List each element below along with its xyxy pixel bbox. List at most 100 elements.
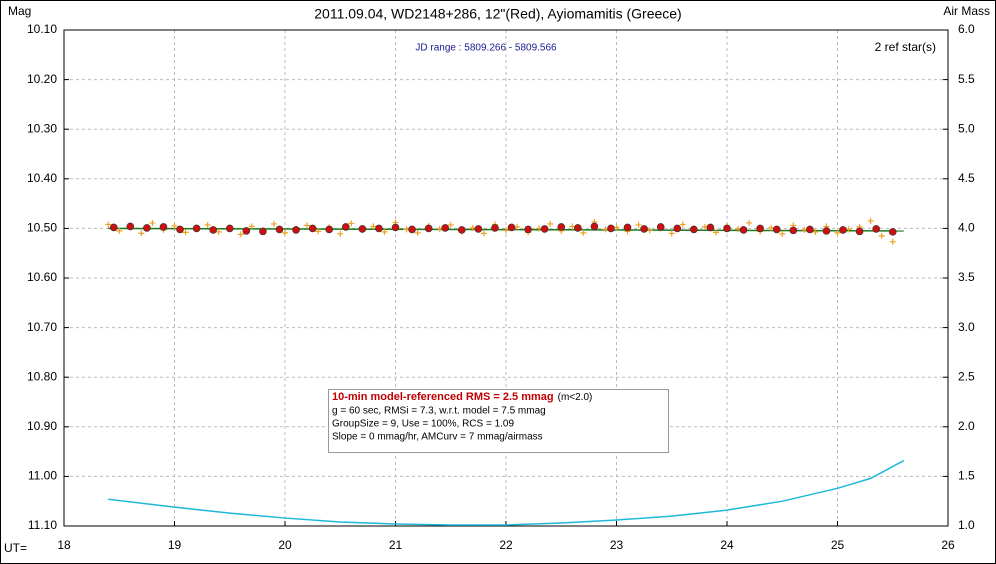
binned-point (822, 227, 831, 235)
binned-point (574, 224, 582, 232)
data-point (105, 221, 112, 228)
rms-headline: 10-min model-referenced RMS = 2.5 mmag (332, 391, 554, 403)
jd-range: JD range : 5809.266 - 5809.566 (415, 43, 557, 54)
stats-line: 10-min model-referenced RMS = 2.5 mmag (m… (332, 391, 592, 403)
data-point (812, 228, 819, 235)
data-point (867, 217, 874, 224)
data-point (138, 230, 145, 237)
data-point (746, 219, 753, 226)
y2-tick-label: 5.5 (958, 72, 975, 86)
binned-point (143, 224, 151, 232)
binned-point (176, 225, 184, 234)
binned-point (159, 223, 168, 231)
x-tick-label: 23 (610, 538, 624, 552)
y-tick-label: 10.50 (27, 221, 57, 235)
ref-stars: 2 ref star(s) (875, 40, 936, 54)
binned-point (756, 224, 764, 233)
data-point (447, 221, 454, 228)
data-point (315, 228, 322, 235)
binned-point (607, 224, 615, 233)
binned-point (723, 224, 731, 233)
binned-point (225, 224, 234, 233)
y-tick-label: 10.20 (27, 72, 57, 86)
data-point (503, 227, 509, 234)
data-point (116, 227, 123, 234)
binned-point (789, 226, 798, 235)
data-point (215, 228, 222, 235)
binned-point (209, 226, 217, 234)
data-point (414, 229, 421, 236)
x-axis-label: UT= (4, 541, 27, 555)
binned-point (375, 224, 383, 233)
binned-point (888, 228, 897, 236)
binned-point (623, 223, 632, 232)
data-point (889, 238, 896, 245)
y2-tick-label: 4.0 (958, 221, 975, 235)
binned-point (341, 223, 350, 231)
data-point (547, 220, 554, 227)
binned-point (126, 222, 135, 231)
data-point (182, 229, 189, 236)
x-tick-label: 25 (831, 538, 845, 552)
stats-line: Slope = 0 mmag/hr, AMCurv = 7 mmag/airma… (332, 432, 543, 443)
binned-point (441, 224, 450, 232)
y-tick-label: 10.90 (27, 419, 57, 433)
binned-point (839, 226, 847, 234)
binned-point (806, 225, 814, 234)
data-point (348, 220, 355, 227)
binned-point (656, 223, 665, 231)
binned-point (259, 227, 267, 236)
y-tick-label: 10.40 (27, 171, 57, 185)
y2-tick-label: 4.5 (958, 171, 975, 185)
binned-point (872, 225, 880, 233)
data-point (282, 229, 288, 236)
binned-point (242, 227, 251, 235)
data-point (204, 221, 211, 228)
y-tick-label: 10.70 (27, 320, 57, 334)
binned-point (739, 226, 748, 234)
x-tick-label: 18 (57, 538, 71, 552)
x-tick-label: 24 (720, 538, 734, 552)
binned-point (524, 225, 532, 234)
data-point (679, 221, 686, 228)
data-point (480, 230, 487, 237)
data-point (580, 229, 587, 236)
binned-point (391, 223, 400, 232)
data-point (304, 222, 311, 229)
y2-tick-label: 5.0 (958, 121, 975, 135)
binned-point (457, 226, 466, 234)
binned-point (673, 224, 682, 233)
y2-tick-label: 1.5 (958, 469, 975, 483)
data-point (237, 231, 244, 238)
data-point (779, 230, 786, 237)
data-point (712, 229, 719, 236)
y2-tick-label: 3.5 (958, 270, 975, 284)
data-point (149, 219, 156, 226)
binned-point (308, 224, 317, 233)
chart-title: 2011.09.04, WD2148+286, 12"(Red), Ayioma… (314, 6, 681, 22)
plot-border (63, 29, 949, 527)
binned-point (557, 223, 566, 231)
y-tick-label: 11.10 (28, 518, 57, 532)
stats-line: GroupSize = 9, Use = 100%, RCS = 1.09 (332, 419, 514, 430)
y2-tick-label: 3.0 (958, 320, 975, 334)
data-point (878, 232, 885, 239)
binned-point (690, 225, 698, 234)
binned-point (491, 224, 499, 232)
data-point (569, 223, 576, 230)
data-point (337, 230, 344, 237)
data-point (668, 230, 675, 237)
x-tick-label: 22 (499, 538, 513, 552)
data-point (270, 220, 277, 227)
data-point (834, 229, 841, 236)
data-point (370, 223, 377, 230)
binned-point (109, 223, 118, 232)
binned-point (192, 224, 201, 233)
binned-point (772, 225, 781, 234)
y-tick-label: 10.60 (27, 270, 57, 284)
data-point (381, 228, 388, 235)
binned-point (855, 227, 864, 236)
y-tick-label: 10.80 (27, 369, 57, 383)
y2-tick-label: 1.0 (958, 518, 975, 532)
